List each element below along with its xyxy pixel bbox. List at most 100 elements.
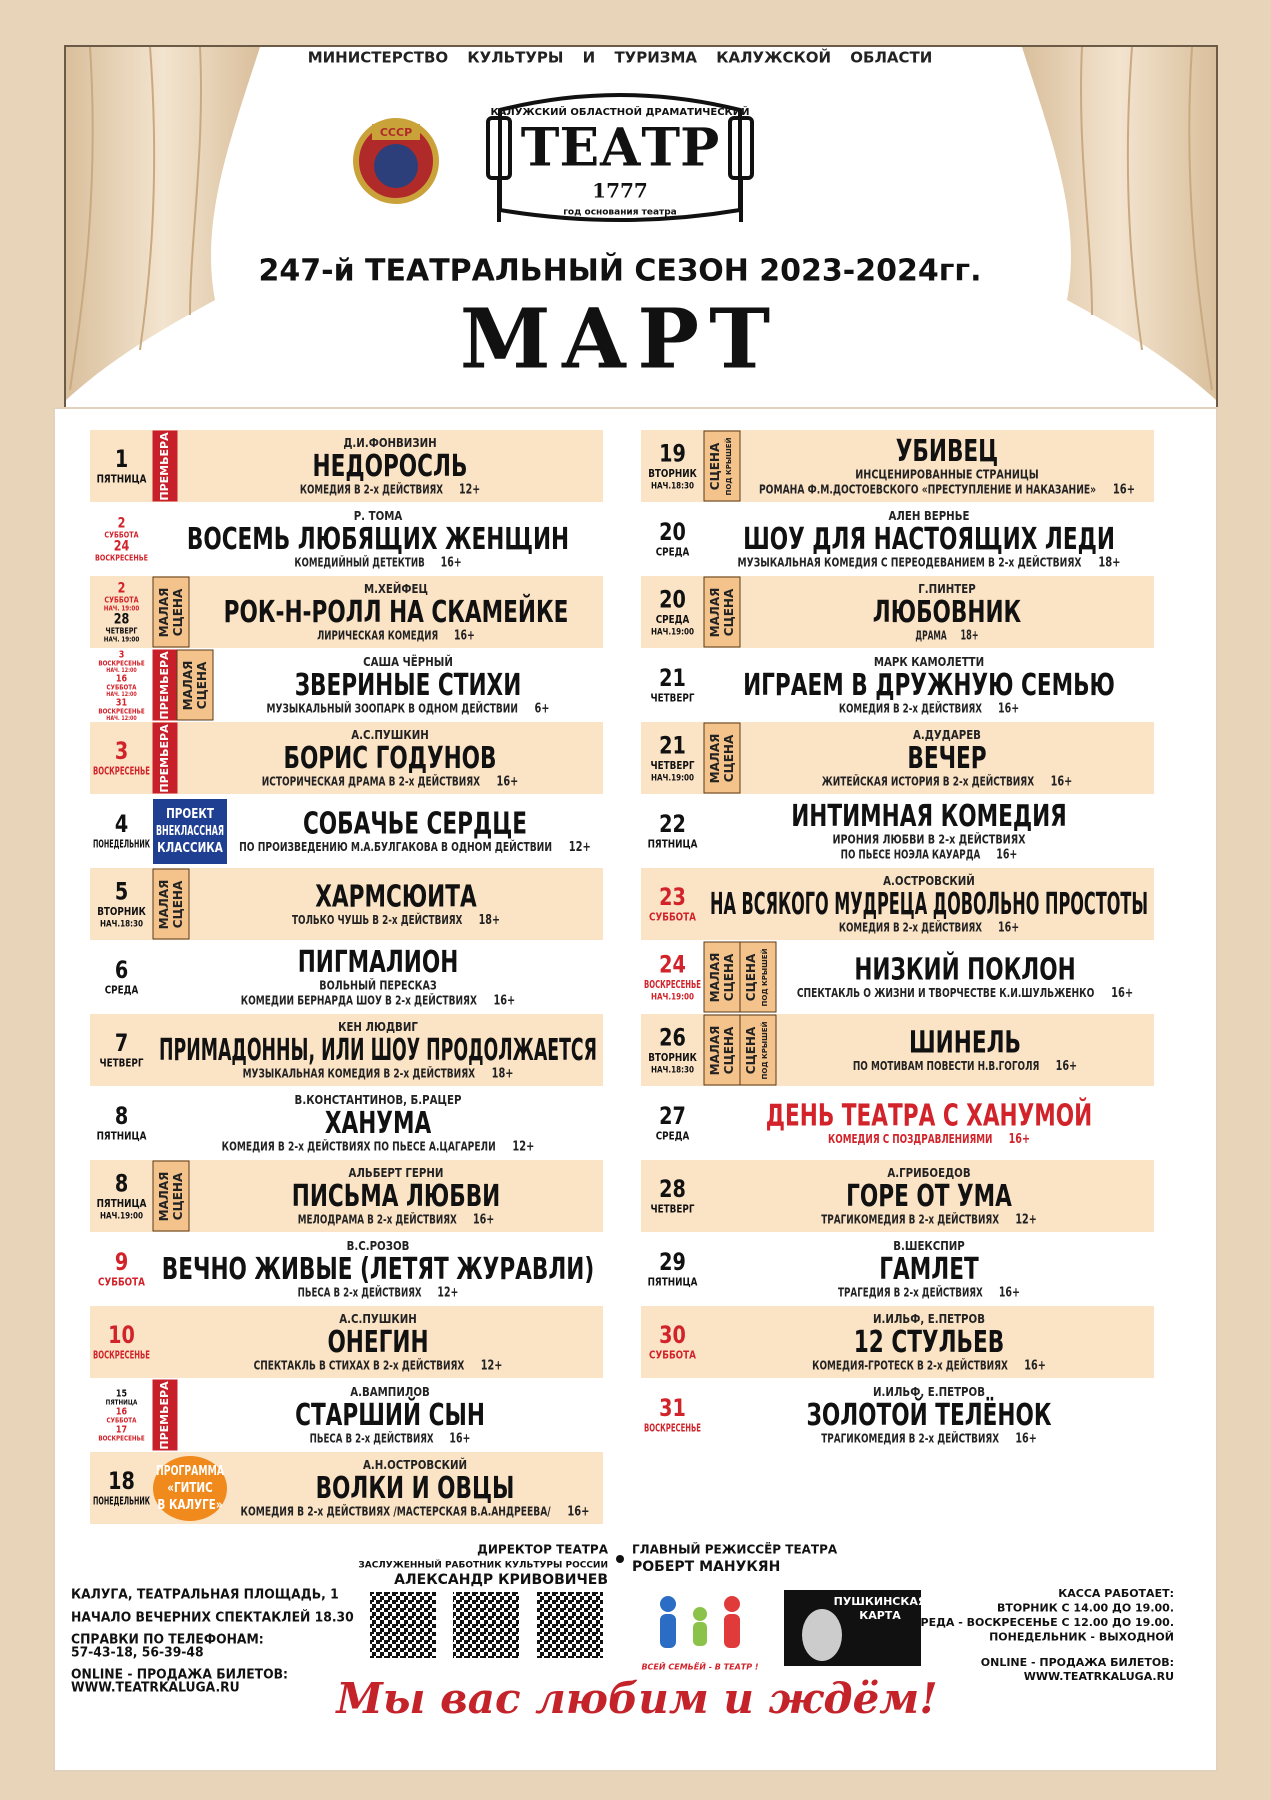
- date-text: ЧЕТВЕРГ: [106, 627, 138, 636]
- subtitle: ИРОНИЯ ЛЮБВИ В 2-х ДЕЙСТВИЯХ: [832, 831, 1026, 846]
- age-rating: 12+: [481, 1358, 503, 1373]
- stage-tag: [703, 941, 741, 1013]
- tag-line: СЦЕНА: [744, 1026, 758, 1074]
- title: ИНТИМНАЯ КОМЕДИЯ: [791, 799, 1067, 834]
- tag-text: МАЛАЯСЦЕНА: [181, 661, 209, 711]
- subtitle-text: КОМЕДИЯ-ГРОТЕСК В 2-х ДЕЙСТВИЯХ: [812, 1357, 1008, 1372]
- family-logo: ВСЕЙ СЕМЬЁЙ - В ТЕАТР !: [641, 1596, 759, 1672]
- title: СТАРШИЙ СЫН: [295, 1397, 485, 1433]
- tag-line: МАЛАЯ: [157, 588, 171, 638]
- subtitle: ТОЛЬКО ЧУШЬ В 2-х ДЕЙСТВИЯХ 18+: [292, 912, 500, 928]
- author: В.ШЕКСПИР: [893, 1239, 965, 1253]
- subtitle: ПО МОТИВАМ ПОВЕСТИ Н.В.ГОГОЛЯ 16+: [853, 1059, 1077, 1074]
- logo-year: 1777: [592, 179, 648, 203]
- age-rating: 12+: [1015, 1212, 1036, 1227]
- date-text: ЧЕТВЕРГ: [651, 692, 695, 705]
- subtitle-text: ЖИТЕЙСКАЯ ИСТОРИЯ В 2-х ДЕЙСТВИЯХ: [822, 773, 1035, 788]
- date-text: 31: [116, 698, 127, 709]
- subtitle-text: ДРАМА: [915, 628, 947, 642]
- title: ПИСЬМА ЛЮБВИ: [292, 1179, 501, 1214]
- subtitle: ЖИТЕЙСКАЯ ИСТОРИЯ В 2-х ДЕЙСТВИЯХ 16+: [822, 773, 1073, 789]
- date-text: 1: [115, 445, 128, 473]
- subtitle-text: КОМЕДИЯ В 2-х ДЕЙСТВИЯХ /МАСТЕРСКАЯ В.А.…: [241, 1503, 552, 1518]
- date-text: 29: [659, 1248, 686, 1276]
- date-text: 26: [659, 1024, 686, 1052]
- stage-tag: [739, 941, 777, 1013]
- date-text: 8: [115, 1170, 128, 1198]
- tag-line: ПОД КРЫШЕЙ: [724, 437, 733, 495]
- subtitle-text: КОМЕДИЯ В 2-х ДЕЙСТВИЯХ ПО ПЬЕСЕ А.ЦАГАР…: [222, 1138, 496, 1153]
- subtitle: КОМЕДИЯ-ГРОТЕСК В 2-х ДЕЙСТВИЯХ 16+: [812, 1357, 1046, 1373]
- tag-line: МАЛАЯ: [708, 734, 722, 784]
- date-text: 15: [116, 1389, 127, 1400]
- title: ШОУ ДЛЯ НАСТОЯЩИХ ЛЕДИ: [743, 522, 1115, 557]
- title: ЗВЕРИНЫЕ СТИХИ: [295, 668, 522, 703]
- author: А.ОСТРОВСКИЙ: [883, 873, 975, 888]
- subtitle-text: МУЗЫКАЛЬНЫЙ ЗООПАРК В ОДНОМ ДЕЙСТВИИ: [266, 700, 517, 715]
- title: ПРИМАДОННЫ, ИЛИ ШОУ ПРОДОЛЖАЕТСЯ: [159, 1033, 597, 1068]
- subtitle: КОМЕДИЯ В 2-х ДЕЙСТВИЯХ 16+: [839, 700, 1019, 716]
- title: ХАНУМА: [325, 1106, 432, 1141]
- title: ГАМЛЕТ: [879, 1252, 979, 1287]
- author: А.С.ПУШКИН: [339, 1312, 417, 1326]
- subtitle-text: ПО ПРОИЗВЕДЕНИЮ М.А.БУЛГАКОВА В ОДНОМ ДЕ…: [239, 839, 552, 854]
- subtitle: ТРАГИКОМЕДИЯ В 2-х ДЕЙСТВИЯХ 16+: [821, 1430, 1037, 1446]
- date-text: 24: [659, 951, 686, 979]
- subtitle: КОМЕДИЯ В 2-х ДЕЙСТВИЯХ 12+: [300, 481, 480, 497]
- subtitle: КОМЕДИЯ С ПОЗДРАВЛЕНИЯМИ 16+: [828, 1132, 1030, 1147]
- subtitle: ДРАМА 18+: [915, 628, 978, 643]
- subtitle-text: ПЬЕСА В 2-х ДЕЙСТВИЯХ: [310, 1430, 434, 1445]
- age-rating: 16+: [996, 847, 1017, 862]
- logo-caption: год основания театра: [563, 208, 677, 218]
- badge-text: СССР: [380, 126, 412, 139]
- date-text: СУББОТА: [649, 1349, 696, 1362]
- date-text: ПОНЕДЕЛЬНИК: [93, 838, 150, 851]
- tag-line: СЦЕНА: [171, 588, 185, 636]
- tag-text: МАЛАЯСЦЕНА: [157, 1172, 185, 1222]
- date-text: ВТОРНИК: [97, 905, 146, 918]
- date-text: СРЕДА: [656, 1130, 690, 1143]
- date-text: НАЧ.19:00: [651, 774, 694, 784]
- author: МАРК КАМОЛЕТТИ: [874, 655, 984, 669]
- author: В.С.РОЗОВ: [347, 1239, 410, 1253]
- date-text: ВОСКРЕСЕНЬЕ: [98, 708, 145, 716]
- tag-line: МАЛАЯ: [708, 1026, 722, 1076]
- row: [641, 503, 1154, 575]
- title: УБИВЕЦ: [896, 434, 998, 469]
- qr-code: [370, 1592, 436, 1658]
- date-text: ПЯТНИЦА: [97, 473, 147, 486]
- logo-name: ТЕАТР: [521, 118, 719, 179]
- date-text: НАЧ.18:30: [100, 920, 143, 930]
- qr-code: [537, 1592, 603, 1658]
- date-text: СУББОТА: [107, 1417, 137, 1425]
- date-text: 6: [115, 956, 128, 984]
- address-line: WWW.TEATRKALUGA.RU: [71, 1681, 240, 1696]
- author: А.ДУДАРЕВ: [913, 728, 981, 742]
- date-text: НАЧ.19:00: [651, 993, 694, 1003]
- title: РОК-Н-РОЛЛ НА СКАМЕЙКЕ: [224, 594, 569, 630]
- row: [641, 1379, 1154, 1451]
- row: [641, 868, 1154, 940]
- tag-line: МАЛАЯ: [708, 588, 722, 638]
- author: Г.ПИНТЕР: [918, 582, 976, 596]
- subtitle: ИСТОРИЧЕСКАЯ ДРАМА В 2-х ДЕЙСТВИЯХ 16+: [262, 773, 519, 789]
- subtitle: КОМЕДИЯ В 2-х ДЕЙСТВИЯХ 16+: [839, 919, 1019, 935]
- box-office-line: ВТОРНИК С 14.00 ДО 19.00.: [997, 1602, 1174, 1615]
- tag-line: СЦЕНА: [195, 661, 209, 709]
- date-text: СУББОТА: [107, 684, 137, 692]
- subtitle: КОМЕДИЯ В 2-х ДЕЙСТВИЯХ ПО ПЬЕСЕ А.ЦАГАР…: [222, 1138, 535, 1154]
- subtitle: МЕЛОДРАМА В 2-х ДЕЙСТВИЯХ 16+: [298, 1211, 495, 1227]
- address-line: КАЛУГА, ТЕАТРАЛЬНАЯ ПЛОЩАДЬ, 1: [71, 1588, 339, 1603]
- date-text: СУББОТА: [104, 596, 139, 605]
- premiere-tag: [152, 1379, 178, 1451]
- author: М.ХЕЙФЕЦ: [364, 581, 428, 596]
- title: ХАРМСЮИТА: [315, 880, 477, 915]
- date-text: 16: [116, 1407, 127, 1418]
- badge-text: В КАЛУГЕ»: [157, 1498, 222, 1513]
- subtitle-text: КОМЕДИЯ С ПОЗДРАВЛЕНИЯМИ: [828, 1132, 992, 1146]
- date-text: 5: [115, 878, 128, 906]
- age-rating: 16+: [493, 993, 515, 1008]
- date-text: 7: [115, 1029, 128, 1057]
- title: БОРИС ГОДУНОВ: [283, 741, 496, 776]
